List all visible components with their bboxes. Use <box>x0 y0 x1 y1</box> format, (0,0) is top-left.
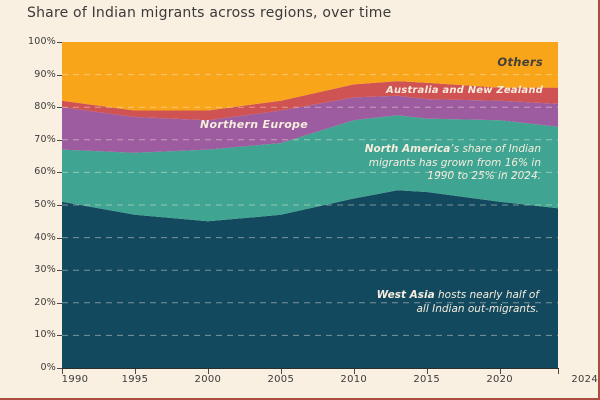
stacked-area-chart <box>62 42 558 368</box>
x-axis-label: 2005 <box>267 374 295 385</box>
area-northern-europe <box>62 95 558 153</box>
x-axis-tick <box>62 369 63 374</box>
y-axis-label: 20% <box>34 296 56 308</box>
x-axis-tick <box>500 369 501 374</box>
series-label-australia-new-zealand: Australia and New Zealand <box>386 85 543 96</box>
x-axis-label: 2020 <box>486 374 513 385</box>
annotation-west-asia: West Asia hosts nearly half of all India… <box>371 289 539 316</box>
x-axis-label: 1990 <box>61 374 89 385</box>
y-axis-label: 40% <box>34 231 56 243</box>
y-axis-tick <box>57 172 62 173</box>
x-axis-line <box>62 368 559 369</box>
series-label-northern-europe: Northern Europe <box>200 118 308 131</box>
y-axis-tick <box>57 270 62 271</box>
annotation-north-america-lead: North America <box>364 143 451 155</box>
y-axis-tick <box>57 303 62 304</box>
area-others <box>62 42 558 111</box>
x-axis-tick <box>208 369 209 374</box>
y-axis-tick <box>57 75 62 76</box>
y-axis-label: 60% <box>34 166 56 178</box>
annotation-west-asia-lead: West Asia <box>376 289 435 301</box>
x-axis-label: 2024 <box>571 374 598 385</box>
y-axis-tick <box>57 205 62 206</box>
series-label-others: Others <box>497 55 543 69</box>
y-axis-tick <box>57 107 62 108</box>
annotation-north-america: North America’s share of Indian migrants… <box>363 143 541 184</box>
y-axis-label: 0% <box>40 362 56 373</box>
x-axis-tick <box>354 369 355 374</box>
annotation-north-america-text: ’s share of Indian migrants has grown fr… <box>368 143 541 182</box>
y-axis-label: 50% <box>34 199 56 210</box>
x-axis-tick <box>558 369 559 374</box>
y-axis-label: 100% <box>28 36 56 47</box>
x-axis-label: 1995 <box>121 374 149 385</box>
y-axis-label: 80% <box>34 101 56 113</box>
x-axis-label: 2010 <box>340 374 368 385</box>
y-axis-label: 70% <box>34 133 56 145</box>
x-axis-label: 2000 <box>194 374 222 385</box>
x-axis-tick <box>281 369 282 374</box>
area-australia-new-zealand <box>62 81 558 121</box>
y-axis-label: 30% <box>34 264 56 276</box>
x-axis-tick <box>135 369 136 374</box>
y-axis-label: 90% <box>34 68 56 80</box>
y-axis-tick <box>57 368 62 369</box>
x-axis-label: 2015 <box>413 374 441 385</box>
x-axis-tick <box>427 369 428 374</box>
area-west-asia <box>62 190 558 368</box>
area-north-america <box>62 115 558 222</box>
y-axis-tick <box>57 335 62 336</box>
y-axis-tick <box>57 42 62 43</box>
y-axis-label: 10% <box>34 329 56 341</box>
y-axis-tick <box>57 140 62 141</box>
annotation-west-asia-text: hosts nearly half of all Indian out-migr… <box>416 289 540 315</box>
chart-title: Share of Indian migrants across regions,… <box>27 5 392 21</box>
y-axis-tick <box>57 238 62 239</box>
